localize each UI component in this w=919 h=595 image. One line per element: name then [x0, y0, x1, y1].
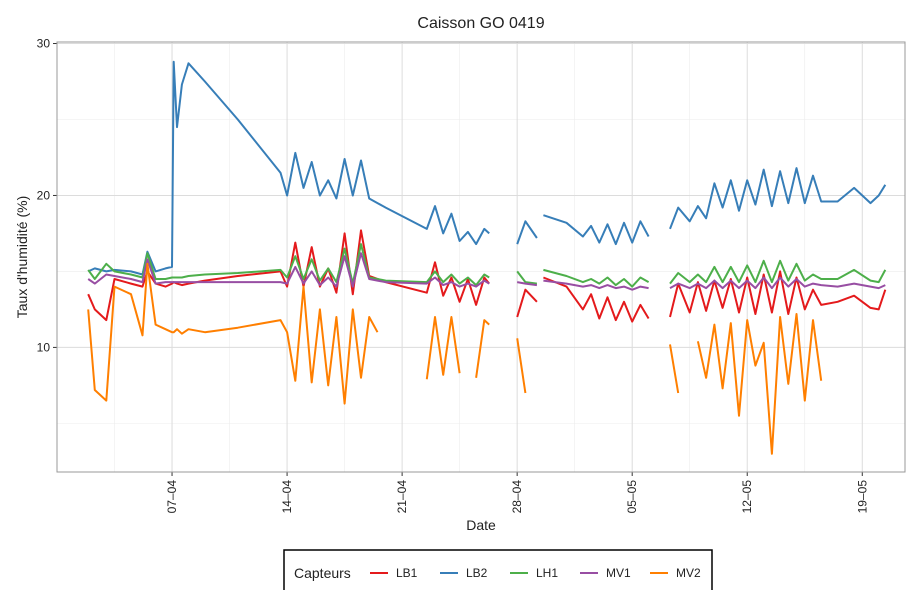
- series-line: [696, 313, 823, 455]
- series-line: [87, 60, 490, 276]
- legend-label: LB2: [466, 566, 488, 580]
- x-tick-label: 05–05: [625, 480, 639, 514]
- legend-label: LH1: [536, 566, 558, 580]
- series-line: [669, 270, 887, 318]
- series-line: [87, 262, 379, 405]
- series-line: [543, 214, 650, 246]
- series-line: [516, 220, 538, 245]
- chart-title: Caisson GO 0419: [417, 15, 544, 32]
- x-tick-label: 07–04: [165, 480, 179, 514]
- x-axis-label: Date: [466, 517, 496, 533]
- y-tick-label: 30: [37, 37, 51, 51]
- series-line: [669, 344, 680, 394]
- series-line: [543, 276, 650, 323]
- series-line: [669, 259, 887, 285]
- series-line: [516, 338, 527, 394]
- legend-title: Capteurs: [294, 565, 351, 581]
- x-tick-label: 12–05: [740, 480, 754, 514]
- series-line: [516, 270, 538, 285]
- series-line: [669, 167, 887, 230]
- series-line: [425, 316, 461, 380]
- series-line: [475, 319, 490, 378]
- series-line: [87, 252, 490, 288]
- series-line: [87, 243, 490, 287]
- legend-label: LB1: [396, 566, 418, 580]
- y-axis-label: Taux d'humidité (%): [14, 196, 30, 319]
- x-tick-label: 14–04: [280, 480, 294, 514]
- x-tick-label: 21–04: [395, 480, 409, 514]
- series-line: [517, 281, 538, 287]
- series-line: [543, 268, 650, 288]
- legend-box: [283, 549, 713, 595]
- series-line: [516, 288, 538, 318]
- y-tick-label: 10: [37, 340, 51, 354]
- legend-label: MV1: [606, 566, 631, 580]
- plot-border: [56, 41, 906, 473]
- series-line: [669, 276, 886, 290]
- x-tick-label: 28–04: [510, 480, 524, 514]
- x-tick-label: 19–05: [855, 480, 869, 514]
- y-tick-label: 20: [37, 188, 51, 202]
- series-line: [543, 279, 649, 291]
- legend-label: MV2: [676, 566, 701, 580]
